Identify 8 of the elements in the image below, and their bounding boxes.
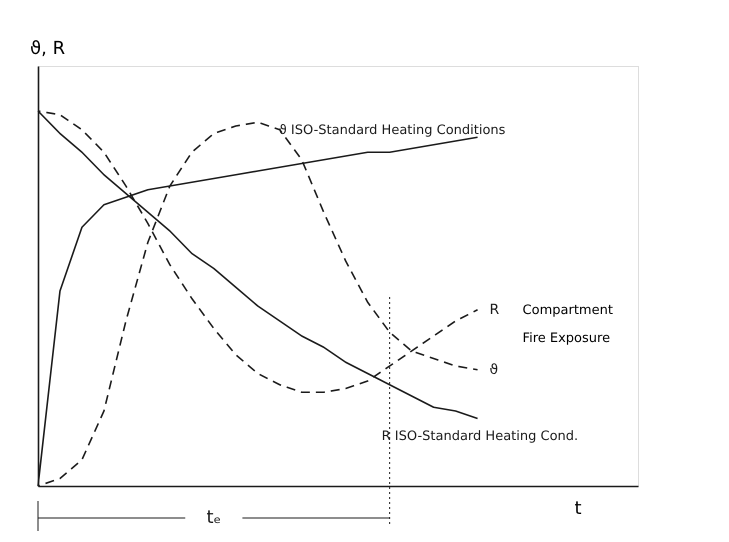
text: Fire Exposure [522, 330, 610, 346]
series-label: ϑ [490, 362, 498, 378]
series-label: R [490, 302, 500, 318]
series-label: R ISO-Standard Heating Cond. [382, 429, 578, 444]
y-axis-title: ϑ, R [30, 38, 66, 59]
text: tₑ [206, 507, 222, 528]
x-axis-title: t [574, 498, 582, 519]
text: Compartment [522, 302, 613, 318]
